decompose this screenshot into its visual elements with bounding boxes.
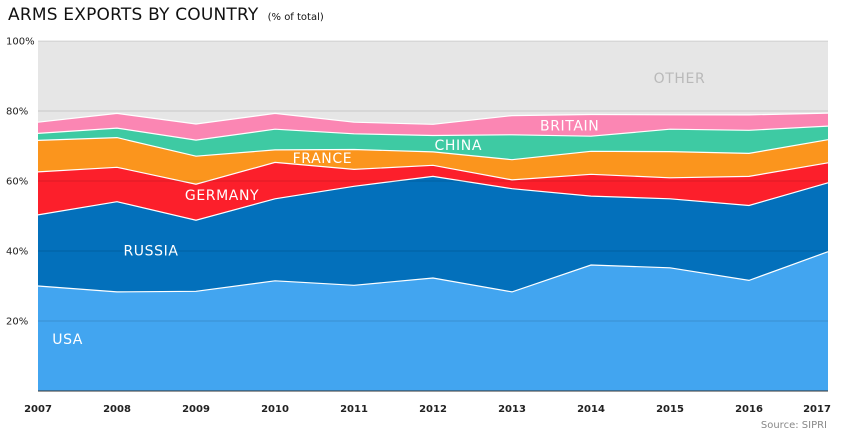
y-tick-label: 100% [6, 37, 35, 48]
chart-title: ARMS EXPORTS BY COUNTRY (% of total) [8, 5, 324, 25]
x-tick-label: 2009 [182, 404, 210, 415]
series-label-germany: GERMANY [185, 188, 259, 204]
area-layers [37, 41, 829, 391]
boundary-china [37, 125, 829, 141]
y-axis-ticks: 20% 40% 60% 80% 100% [6, 37, 35, 328]
x-tick-label: 2015 [656, 404, 684, 415]
chart-subtitle: (% of total) [267, 12, 324, 23]
y-tick-label: 20% [6, 317, 28, 328]
series-label-britain: BRITAIN [540, 118, 599, 134]
boundary-france [37, 136, 829, 161]
x-tick-label: 2016 [735, 404, 763, 415]
boundary-russia [37, 175, 829, 221]
area-france [38, 137, 828, 185]
x-tick-label: 2013 [498, 404, 526, 415]
boundary-usa [37, 251, 829, 293]
boundary-britain [37, 112, 829, 125]
x-tick-label: 2011 [340, 404, 368, 415]
y-tick-label: 40% [6, 247, 28, 258]
series-label-china: CHINA [435, 138, 482, 154]
area-britain [38, 113, 828, 141]
area-other [38, 41, 828, 125]
area-russia [38, 176, 828, 292]
x-tick-label: 2007 [24, 404, 52, 415]
series-labels: USA RUSSIA GERMANY FRANCE CHINA BRITAIN OTHER [52, 71, 706, 348]
series-label-france: FRANCE [293, 151, 352, 167]
area-germany [38, 162, 828, 221]
series-label-usa: USA [52, 332, 83, 348]
x-tick-label: 2008 [103, 404, 131, 415]
x-axis-ticks: 2007 2008 2009 2010 2011 2012 2013 2014 2015 2016… [24, 390, 831, 415]
x-tick-label: 2010 [261, 404, 289, 415]
y-tick-label: 60% [6, 177, 28, 188]
chart-title-main: ARMS EXPORTS BY COUNTRY [8, 5, 259, 25]
x-tick-label: 2012 [419, 404, 447, 415]
x-tick-label: 2014 [577, 404, 605, 415]
series-label-russia: RUSSIA [123, 244, 178, 260]
gridlines [38, 40, 828, 322]
y-tick-label: 80% [6, 107, 28, 118]
x-tick-label: 2017 [803, 404, 831, 415]
source-note: Source: SIPRI [760, 420, 827, 431]
series-label-other: OTHER [654, 71, 706, 87]
boundary-germany [37, 161, 829, 185]
